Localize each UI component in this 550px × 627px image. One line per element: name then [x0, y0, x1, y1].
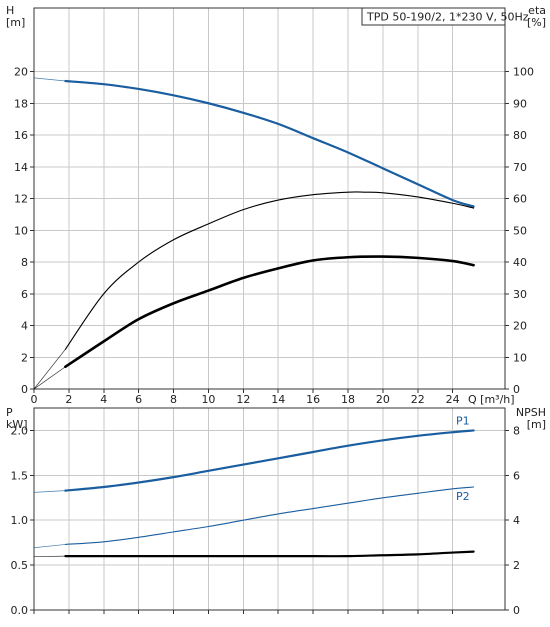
y-left-tick-label: 6 [21, 288, 28, 301]
y-right-tick-label: 40 [513, 256, 527, 269]
series-1-2-lead-in [33, 555, 66, 558]
x-tick-label: 6 [135, 393, 142, 406]
x-tick-label: 10 [201, 393, 215, 406]
y-left-tick-label: 1.5 [11, 469, 29, 482]
x-tick-label: 2 [65, 393, 72, 406]
y-right-tick-label: 0 [513, 604, 520, 617]
x-tick-label: 0 [31, 393, 38, 406]
y-left-axis-label: H [6, 4, 14, 17]
y-left-tick-label: 4 [21, 320, 28, 333]
y-left-tick-label: 0.0 [11, 604, 29, 617]
y-right-tick-label: 80 [513, 129, 527, 142]
series-p1-line [64, 429, 475, 492]
series-0-1-line [64, 191, 475, 350]
y-right-tick-label: 90 [513, 97, 527, 110]
x-tick-label: 4 [100, 393, 107, 406]
x-tick-label: 12 [236, 393, 250, 406]
series-0-0-line [64, 79, 475, 208]
y-right-tick-label: 30 [513, 288, 527, 301]
y-left-tick-label: 2.0 [11, 424, 29, 437]
y-right-axis-label: NPSH [516, 406, 546, 419]
series-p2-lead-in [33, 544, 66, 549]
series-1-2-line [64, 550, 475, 558]
y-right-axis-label: [%] [527, 16, 546, 29]
series-label-p1: P1 [456, 414, 470, 427]
x-tick-label: 18 [341, 393, 355, 406]
y-right-tick-label: 6 [513, 469, 520, 482]
x-axis-label: Q [m³/h] [468, 393, 515, 406]
y-right-tick-label: 20 [513, 320, 527, 333]
y-left-tick-label: 0.5 [11, 559, 29, 572]
y-left-tick-label: 10 [14, 224, 28, 237]
y-right-tick-label: 10 [513, 351, 527, 364]
y-right-tick-label: 100 [513, 66, 534, 79]
series-0-2-lead-in [33, 366, 66, 390]
y-right-tick-label: 60 [513, 193, 527, 206]
x-tick-label: 16 [306, 393, 320, 406]
series-p1-lead-in [33, 490, 66, 493]
y-left-tick-label: 14 [14, 161, 28, 174]
y-right-axis-label: [m] [527, 418, 546, 431]
y-left-axis-label: kW] [6, 418, 28, 431]
head-efficiency-panel: 0246810121416182001020304050607080901000… [6, 4, 546, 406]
y-right-tick-label: 2 [513, 559, 520, 572]
title-box-frame [361, 7, 506, 26]
series-p2-line [64, 486, 475, 546]
y-left-tick-label: 12 [14, 193, 28, 206]
y-right-tick-label: 50 [513, 224, 527, 237]
x-tick-label: 24 [446, 393, 460, 406]
x-tick-label: 14 [271, 393, 285, 406]
y-left-tick-label: 8 [21, 256, 28, 269]
y-left-tick-label: 18 [14, 97, 28, 110]
series-0-1-lead-in [33, 349, 66, 390]
series-0-0-lead-in [33, 77, 66, 82]
chart-title: TPD 50-190/2, 1*230 V, 50Hz [366, 11, 529, 24]
series-0-2-line [64, 255, 475, 369]
y-right-tick-label: 8 [513, 424, 520, 437]
y-right-tick-label: 4 [513, 514, 520, 527]
plot-frame [33, 407, 506, 611]
y-left-tick-label: 16 [14, 129, 28, 142]
power-npsh-panel: 0.0 0.5 1.0 1.5 2.0 0 2 4 6 8 PkW] NPSH[m] P1 P2 [6, 406, 546, 617]
y-left-axis-label: P [6, 406, 13, 419]
series-label-p2: P2 [456, 490, 470, 503]
y-right-tick-label: 0 [513, 383, 520, 396]
title-box: TPD 50-190/2, 1*230 V, 50Hz [361, 7, 529, 26]
x-tick-label: 8 [170, 393, 177, 406]
y-left-tick-label: 1.0 [11, 514, 29, 527]
y-right-tick-label: 70 [513, 161, 527, 174]
x-tick-label: 22 [411, 393, 425, 406]
y-right-axis-label: eta [528, 4, 546, 17]
y-left-axis-label: [m] [6, 16, 25, 29]
y-left-tick-label: 20 [14, 66, 28, 79]
y-left-tick-label: 0 [21, 383, 28, 396]
y-left-tick-label: 2 [21, 351, 28, 364]
x-tick-label: 20 [376, 393, 390, 406]
